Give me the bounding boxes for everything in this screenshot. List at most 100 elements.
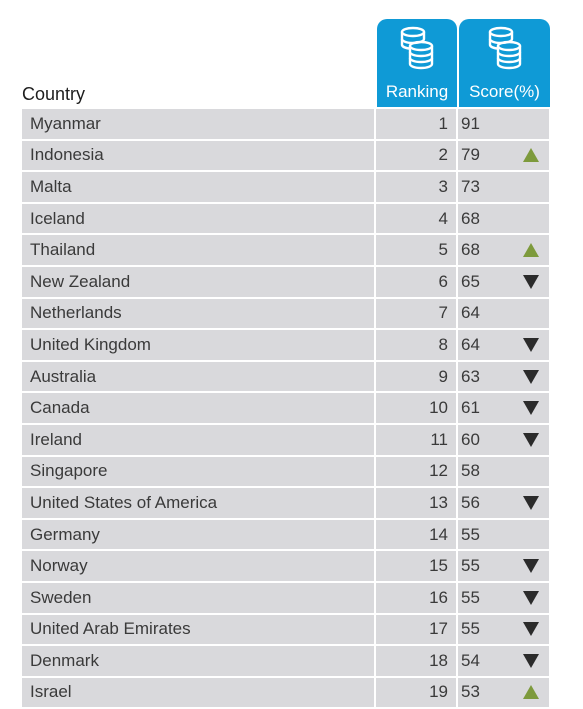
table-row: Denmark 18 54 [22, 646, 549, 676]
table-row: New Zealand 6 65 [22, 266, 549, 297]
country-cell: Denmark [22, 646, 374, 676]
score-cell: 55 [458, 582, 549, 613]
score-cell: 63 [458, 361, 549, 392]
trend-down-icon [523, 369, 539, 384]
table-row: Germany 14 55 [22, 519, 549, 550]
ranking-cell: 1 [376, 109, 456, 139]
country-cell: United States of America [22, 488, 374, 518]
table-row: Australia 9 63 [22, 361, 549, 392]
score-value: 54 [461, 650, 480, 670]
ranking-cell: 10 [376, 393, 456, 423]
country-cell: Norway [22, 551, 374, 581]
ranking-cell: 18 [376, 646, 456, 676]
country-cell: Australia [22, 361, 374, 392]
ranking-table: Myanmar 1 91 Indonesia 2 79 Malta 3 73 Iceland 4 68… [20, 107, 551, 709]
score-cell: 64 [458, 330, 549, 360]
table-row: Malta 3 73 [22, 172, 549, 202]
ranking-cell: 5 [376, 235, 456, 265]
score-value: 61 [461, 398, 480, 418]
score-value: 91 [461, 113, 480, 133]
score-value: 58 [461, 461, 480, 481]
ranking-cell: 17 [376, 614, 456, 645]
score-cell: 61 [458, 393, 549, 423]
trend-up-icon [523, 243, 539, 258]
ranking-cell: 3 [376, 172, 456, 202]
score-cell: 64 [458, 298, 549, 329]
score-column-header: Score(%) [459, 19, 550, 107]
country-cell: Israel [22, 677, 374, 708]
trend-down-icon [523, 590, 539, 605]
score-cell: 68 [458, 203, 549, 234]
score-value: 53 [461, 682, 480, 702]
score-header-label: Score(%) [469, 82, 540, 101]
coin-stack-icon [400, 26, 434, 70]
ranking-cell: 15 [376, 551, 456, 581]
score-value: 56 [461, 492, 480, 512]
country-cell: Sweden [22, 582, 374, 613]
score-cell: 55 [458, 519, 549, 550]
score-value: 55 [461, 587, 480, 607]
score-value: 55 [461, 619, 480, 639]
ranking-cell: 13 [376, 488, 456, 518]
table-row: Indonesia 2 79 [22, 140, 549, 171]
ranking-column-header: Ranking [377, 19, 457, 107]
score-cell: 60 [458, 424, 549, 455]
table-row: Canada 10 61 [22, 393, 549, 423]
score-cell: 56 [458, 488, 549, 518]
score-cell: 54 [458, 646, 549, 676]
country-cell: Singapore [22, 456, 374, 487]
ranking-cell: 16 [376, 582, 456, 613]
score-value: 79 [461, 145, 480, 165]
ranking-cell: 2 [376, 140, 456, 171]
table-body: Myanmar 1 91 Indonesia 2 79 Malta 3 73 Iceland 4 68… [22, 109, 549, 708]
trend-down-icon [523, 622, 539, 637]
score-value: 55 [461, 524, 480, 544]
score-value: 55 [461, 556, 480, 576]
table-row: Netherlands 7 64 [22, 298, 549, 329]
table-row: United States of America 13 56 [22, 488, 549, 518]
country-cell: Canada [22, 393, 374, 423]
trend-down-icon [523, 653, 539, 668]
country-cell: Myanmar [22, 109, 374, 139]
score-cell: 55 [458, 551, 549, 581]
ranking-cell: 7 [376, 298, 456, 329]
ranking-cell: 8 [376, 330, 456, 360]
score-value: 63 [461, 366, 480, 386]
table-row: United Kingdom 8 64 [22, 330, 549, 360]
ranking-table-figure: Country Ranking [22, 0, 553, 709]
trend-up-icon [523, 148, 539, 163]
table-row: Thailand 5 68 [22, 235, 549, 265]
country-cell: Indonesia [22, 140, 374, 171]
score-cell: 73 [458, 172, 549, 202]
trend-down-icon [523, 337, 539, 352]
score-value: 64 [461, 334, 480, 354]
country-cell: Malta [22, 172, 374, 202]
score-cell: 79 [458, 140, 549, 171]
ranking-cell: 14 [376, 519, 456, 550]
country-cell: Ireland [22, 424, 374, 455]
table-header: Country Ranking [22, 0, 553, 107]
country-cell: Iceland [22, 203, 374, 234]
trend-up-icon [523, 685, 539, 700]
table-row: Norway 15 55 [22, 551, 549, 581]
country-column-header: Country [22, 84, 86, 104]
table-row: Israel 19 53 [22, 677, 549, 708]
coin-stack-icon [488, 26, 521, 70]
score-cell: 68 [458, 235, 549, 265]
trend-down-icon [523, 401, 539, 416]
ranking-cell: 6 [376, 266, 456, 297]
ranking-cell: 9 [376, 361, 456, 392]
score-value: 60 [461, 429, 480, 449]
score-value: 73 [461, 176, 480, 196]
ranking-header-label: Ranking [385, 82, 449, 101]
score-value: 68 [461, 208, 480, 228]
score-value: 64 [461, 303, 480, 323]
ranking-cell: 12 [376, 456, 456, 487]
table-row: Sweden 16 55 [22, 582, 549, 613]
trend-down-icon [523, 274, 539, 289]
ranking-cell: 11 [376, 424, 456, 455]
country-cell: United Arab Emirates [22, 614, 374, 645]
table-row: Iceland 4 68 [22, 203, 549, 234]
score-cell: 58 [458, 456, 549, 487]
score-value: 65 [461, 271, 480, 291]
